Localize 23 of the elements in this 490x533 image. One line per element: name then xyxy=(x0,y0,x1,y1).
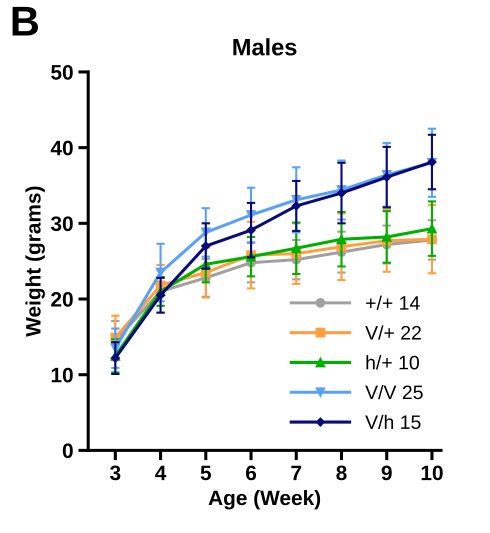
y-tick-label: 50 xyxy=(51,64,73,80)
y-tick-label: 0 xyxy=(62,443,73,458)
y-tick-label: 20 xyxy=(51,292,73,307)
chart-title: Males xyxy=(233,38,296,56)
x-tick-label: 8 xyxy=(336,466,347,480)
y-tick-label: 30 xyxy=(50,216,73,232)
legend-label: +/+ 14 xyxy=(366,296,420,310)
y-axis-title: Weight (grams) xyxy=(25,186,45,337)
legend-label: V/h 15 xyxy=(365,414,421,430)
x-tick-label: 10 xyxy=(422,466,443,480)
legend-label: h/+ 10 xyxy=(366,355,419,370)
legend-label: V/V 25 xyxy=(365,384,423,400)
y-tick-label: 10 xyxy=(52,368,73,382)
x-tick-label: 3 xyxy=(110,466,120,480)
x-tick-label: 6 xyxy=(246,466,256,480)
x-axis-title: Age (Week) xyxy=(208,490,320,510)
text: B xyxy=(12,6,38,36)
x-tick-label: 5 xyxy=(200,466,212,480)
y-tick-label: 40 xyxy=(50,140,73,156)
x-tick-label: 7 xyxy=(291,466,302,480)
legend-label: V/+ 22 xyxy=(365,325,421,340)
x-tick-label: 9 xyxy=(382,466,392,480)
x-tick-label: 4 xyxy=(155,466,166,480)
